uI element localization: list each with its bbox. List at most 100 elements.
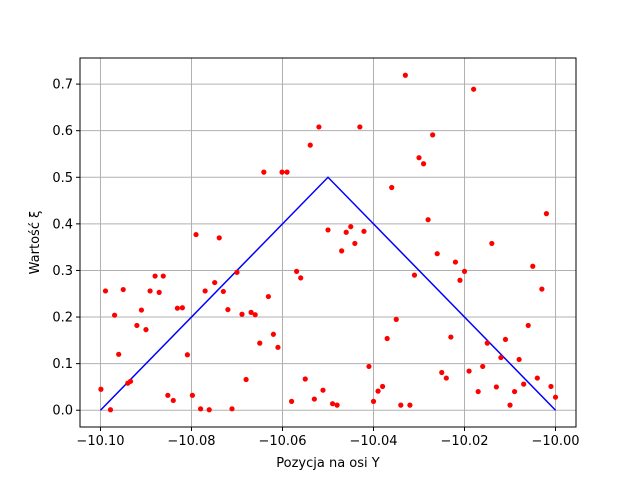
scatter-point bbox=[480, 363, 486, 370]
scatter-point bbox=[184, 352, 190, 358]
scatter-point bbox=[298, 275, 304, 281]
scatter-point bbox=[288, 398, 295, 404]
scatter-point bbox=[320, 387, 326, 393]
scatter-point bbox=[160, 273, 166, 279]
series-layer bbox=[98, 72, 559, 413]
x-tick-label: −10.08 bbox=[167, 434, 215, 449]
scatter-point bbox=[484, 340, 490, 346]
scatter-point bbox=[552, 394, 559, 400]
scatter-point bbox=[174, 305, 180, 311]
y-tick-label: 0.7 bbox=[52, 78, 73, 93]
y-tick-label: 0.6 bbox=[52, 124, 73, 139]
scatter-point bbox=[325, 227, 331, 233]
scatter-point bbox=[498, 354, 504, 361]
scatter-point bbox=[257, 340, 263, 346]
scatter-point bbox=[434, 251, 440, 257]
scatter-point bbox=[294, 268, 300, 274]
scatter-point bbox=[543, 211, 550, 217]
scatter-point bbox=[179, 305, 185, 311]
scatter-point bbox=[471, 86, 477, 92]
scatter-point bbox=[225, 306, 231, 313]
scatter-point bbox=[107, 407, 114, 413]
y-tick-label: 0.3 bbox=[52, 264, 73, 279]
scatter-point bbox=[197, 406, 204, 412]
x-tick-label: −10.10 bbox=[76, 434, 124, 449]
scatter-point bbox=[389, 184, 395, 191]
y-axis: 0.0 0.1 0.2 0.3 0.4 0.5 0.6 0.7 bbox=[52, 78, 80, 419]
scatter-point bbox=[216, 235, 222, 241]
scatter-point bbox=[284, 169, 290, 175]
scatter-point bbox=[307, 142, 313, 148]
series-line bbox=[99, 176, 557, 411]
scatter-point bbox=[507, 402, 513, 408]
scatter-point bbox=[111, 312, 118, 318]
scatter-point bbox=[116, 351, 122, 357]
x-tick-label: −10.00 bbox=[531, 434, 579, 449]
scatter-point bbox=[165, 392, 171, 398]
y-axis-label: Wartość ξ bbox=[28, 211, 43, 275]
scatter-point bbox=[502, 336, 509, 343]
scatter-point bbox=[212, 279, 218, 286]
scatter-point bbox=[275, 344, 281, 350]
scatter-point bbox=[102, 288, 109, 294]
scatter-point bbox=[384, 335, 390, 342]
x-tick-label: −10.02 bbox=[440, 434, 488, 449]
scatter-point bbox=[375, 388, 381, 394]
scatter-point bbox=[425, 217, 431, 223]
scatter-point bbox=[411, 272, 418, 278]
scatter-point bbox=[457, 277, 463, 283]
scatter-point bbox=[393, 316, 399, 322]
scatter-point bbox=[420, 161, 427, 167]
y-tick-label: 0.5 bbox=[52, 171, 73, 186]
scatter-point bbox=[534, 375, 540, 381]
scatter-point bbox=[343, 229, 349, 235]
scatter-point bbox=[402, 72, 408, 78]
y-tick-label: 0.1 bbox=[52, 357, 73, 372]
scatter-point bbox=[229, 406, 235, 412]
scatter-point bbox=[189, 392, 195, 398]
x-tick-label: −10.04 bbox=[349, 434, 397, 449]
scatter-point bbox=[252, 312, 258, 318]
plot-area-frame bbox=[79, 57, 577, 428]
scatter-point bbox=[352, 240, 358, 247]
scatter-point bbox=[452, 259, 459, 265]
scatter-point bbox=[370, 398, 377, 404]
scatter-point bbox=[206, 407, 212, 413]
scatter-point bbox=[443, 375, 449, 381]
scatter-point bbox=[316, 124, 322, 130]
scatter-point bbox=[448, 334, 454, 340]
scatter-point bbox=[334, 402, 340, 408]
scatter-point bbox=[202, 288, 208, 294]
scatter-point bbox=[270, 331, 276, 337]
scatter-point bbox=[398, 402, 404, 408]
scatter-point bbox=[134, 322, 140, 329]
scatter-point bbox=[357, 124, 363, 130]
scatter-point bbox=[220, 288, 226, 295]
scatter-point bbox=[98, 386, 104, 392]
scatter-point bbox=[170, 397, 176, 404]
scatter-point bbox=[138, 307, 145, 313]
grid bbox=[80, 58, 576, 427]
x-axis: −10.10 −10.08 −10.06 −10.04 −10.02 −10.00 bbox=[76, 427, 580, 449]
scatter-point bbox=[407, 402, 413, 408]
scatter-point bbox=[521, 381, 527, 387]
scatter-point bbox=[348, 224, 354, 230]
scatter-point bbox=[475, 388, 481, 395]
scatter-point bbox=[120, 286, 126, 293]
scatter-point bbox=[366, 363, 372, 370]
scatter-point bbox=[430, 132, 436, 138]
scatter-point bbox=[530, 263, 536, 269]
scatter-point bbox=[311, 396, 317, 402]
scatter-point bbox=[329, 401, 336, 407]
x-axis-label: Pozycja na osi Y bbox=[276, 456, 380, 471]
scatter-point bbox=[156, 289, 162, 295]
scatter-point bbox=[511, 388, 518, 395]
scatter-point bbox=[516, 356, 522, 363]
scatter-point bbox=[339, 248, 345, 254]
x-tick-label: −10.06 bbox=[258, 434, 306, 449]
scatter-point bbox=[416, 155, 422, 161]
scatter-point bbox=[489, 240, 495, 247]
scatter-point bbox=[143, 327, 149, 333]
scatter-point bbox=[466, 368, 472, 374]
